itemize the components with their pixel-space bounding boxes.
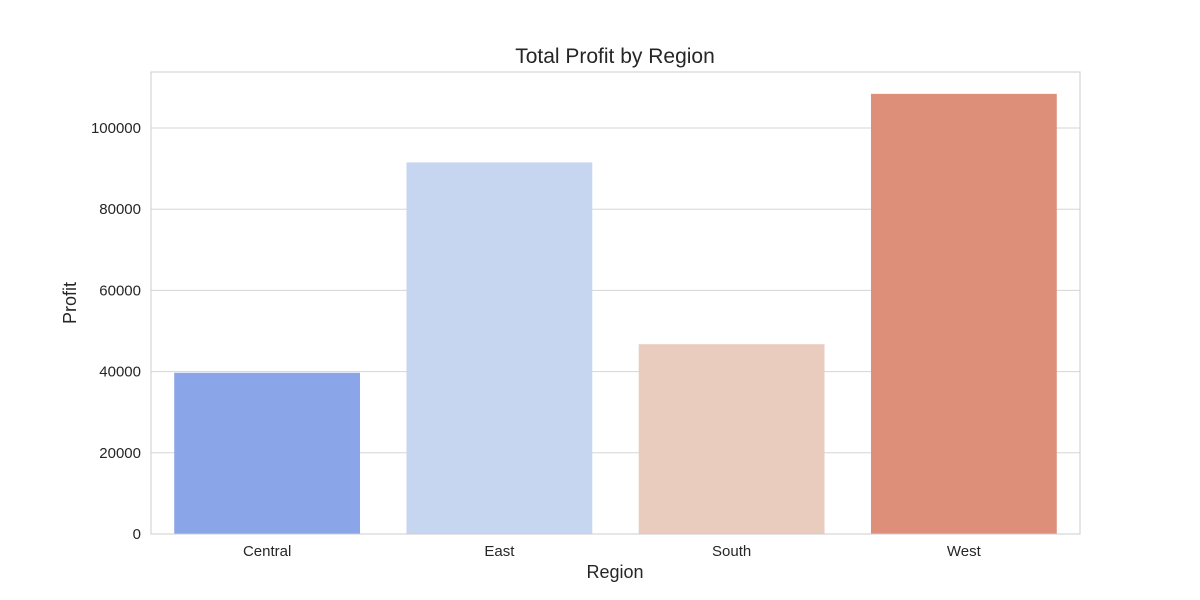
y-tick-label: 0 bbox=[133, 526, 141, 543]
x-tick-label: West bbox=[947, 543, 982, 560]
y-tick-label: 100000 bbox=[91, 120, 141, 137]
plot-frame bbox=[150, 71, 1081, 535]
y-tick-label: 40000 bbox=[99, 364, 141, 381]
y-tick-label: 20000 bbox=[99, 445, 141, 462]
bar-south bbox=[638, 344, 825, 534]
y-tick-labels: 0 20000 40000 60000 80000 100000 bbox=[91, 120, 141, 543]
x-tick-label: Central bbox=[243, 543, 291, 560]
y-axis-label: Profit bbox=[60, 282, 80, 324]
x-tick-label: East bbox=[484, 543, 515, 560]
y-tick-label: 80000 bbox=[99, 201, 141, 218]
x-tick-label: South bbox=[712, 543, 751, 560]
x-axis-label: Region bbox=[586, 562, 643, 582]
y-tick-label: 60000 bbox=[99, 282, 141, 299]
bars bbox=[174, 93, 1057, 534]
bar-west bbox=[870, 93, 1057, 534]
chart-title: Total Profit by Region bbox=[515, 45, 715, 68]
bar-east bbox=[406, 162, 593, 534]
x-tick-labels: Central East South West bbox=[243, 543, 982, 560]
bar-central bbox=[174, 372, 361, 534]
